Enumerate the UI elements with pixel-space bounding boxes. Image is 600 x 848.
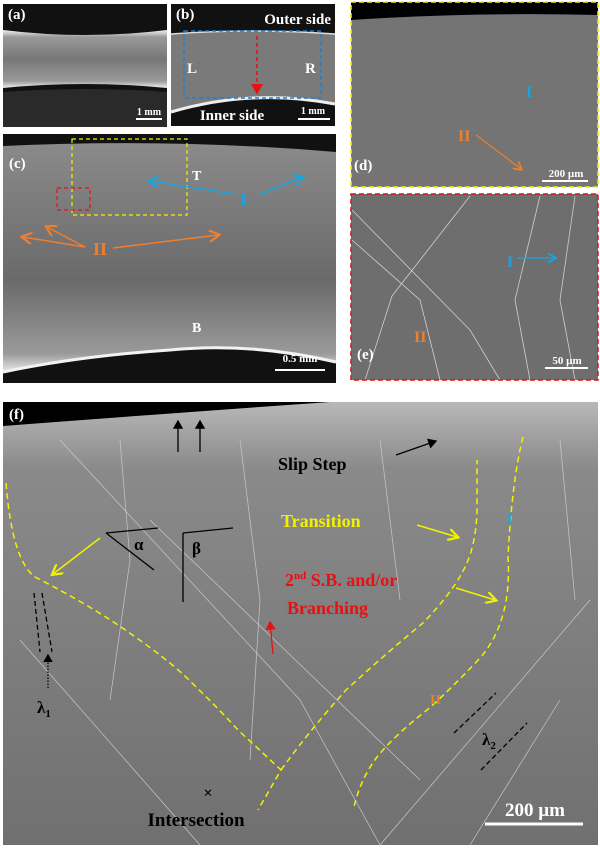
zoom-box-e	[56, 187, 91, 211]
bottom-mark: B	[192, 321, 201, 336]
scale-label: 1 mm	[301, 106, 326, 117]
slip-step-label: Slip Step	[278, 454, 347, 474]
zoom-box-d	[71, 138, 188, 216]
panel-b: (b) Outer side L R Inner side 1 mm	[170, 4, 336, 126]
scale-label: 200 µm	[505, 800, 565, 821]
boundary-right	[353, 436, 524, 808]
transition-label: Transition	[281, 511, 361, 531]
panel-a: (a) 1 mm	[3, 4, 167, 127]
type-I-label: I	[526, 84, 532, 101]
roi-box	[183, 30, 322, 99]
branching-label: Branching	[287, 598, 368, 618]
lambda1-label: λ1	[37, 698, 51, 720]
panel-d-label: (d)	[354, 158, 372, 174]
beta-angle-label: β	[192, 539, 201, 558]
type-II-label: II	[93, 239, 107, 259]
intersection-label: Intersection	[147, 810, 245, 831]
scale-label: 200 µm	[549, 168, 584, 180]
panel-c-label: (c)	[9, 156, 26, 172]
type-II-label: II	[430, 693, 441, 708]
panel-c: (c) T I II B 0.5 mm	[2, 134, 337, 383]
panel-f: (f) Slip Step Transition 2nd S.B. and/or…	[3, 402, 598, 846]
panel-a-label: (a)	[8, 7, 26, 23]
type-II-label: II	[458, 128, 470, 145]
panel-e: I II (e) 50 µm	[350, 193, 599, 381]
type-I-label: I	[240, 189, 247, 209]
left-label: L	[187, 61, 197, 77]
scale-label: 1 mm	[137, 107, 162, 118]
type-I-label: I	[507, 512, 512, 527]
panel-b-label: (b)	[176, 7, 194, 23]
panel-e-label: (e)	[357, 347, 374, 363]
scale-label: 50 µm	[552, 355, 581, 367]
right-label: R	[305, 61, 316, 77]
boundary-left	[5, 482, 282, 811]
lambda2-label: λ2	[482, 730, 496, 752]
outer-side-label: Outer side	[264, 12, 331, 28]
type-I-label: I	[507, 254, 513, 271]
slip-band-lines	[19, 439, 591, 846]
secondary-slip-band-label: 2nd S.B. and/or	[285, 570, 397, 590]
top-mark: T	[192, 169, 202, 184]
inner-side-label: Inner side	[200, 108, 265, 124]
alpha-angle-label: α	[134, 535, 144, 554]
intersection-mark: ×	[203, 785, 212, 802]
boundary-middle	[280, 460, 478, 771]
panel-f-label: (f)	[9, 407, 24, 423]
panel-d: I II (d) 200 µm	[350, 1, 599, 188]
type-II-label: II	[414, 329, 426, 346]
slip-band-lines	[351, 195, 576, 381]
scale-label: 0.5 mm	[283, 353, 318, 365]
